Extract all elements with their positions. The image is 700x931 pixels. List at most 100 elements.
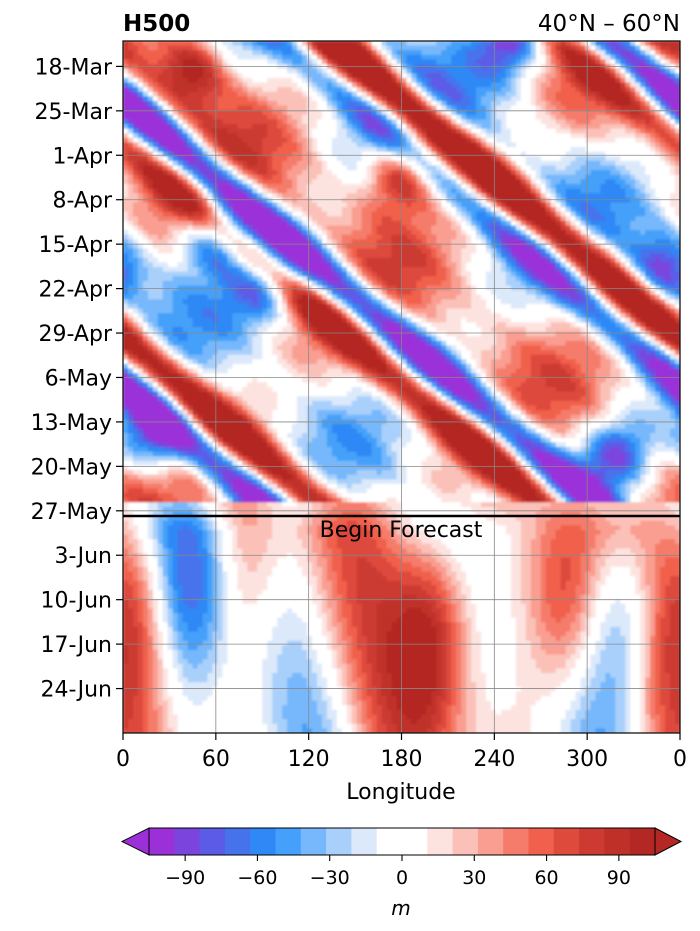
- contour-cell: [451, 216, 457, 222]
- contour-cell: [491, 147, 497, 153]
- contour-cell: [137, 179, 144, 185]
- contour-cell: [361, 87, 368, 93]
- contour-cell: [321, 137, 328, 144]
- contour-cell: [381, 156, 388, 162]
- contour-cell: [565, 41, 572, 47]
- contour-cell: [292, 202, 298, 208]
- contour-cell: [192, 174, 199, 180]
- contour-cell: [381, 100, 388, 107]
- contour-cell: [600, 202, 606, 208]
- contour-cell: [431, 105, 437, 111]
- contour-cell: [421, 41, 427, 47]
- contour-cell: [585, 234, 592, 240]
- contour-cell: [311, 50, 318, 56]
- contour-cell: [366, 230, 373, 236]
- contour-cell: [555, 156, 562, 162]
- contour-cell: [545, 193, 552, 199]
- contour-cell: [535, 50, 542, 56]
- contour-cell: [336, 174, 343, 180]
- contour-cell: [645, 151, 651, 157]
- contour-cell: [217, 124, 224, 130]
- contour-cell: [560, 234, 567, 240]
- contour-cell: [590, 87, 597, 93]
- contour-cell: [555, 165, 562, 171]
- contour-cell: [336, 184, 343, 190]
- contour-cell: [142, 197, 149, 204]
- contour-cell: [456, 179, 462, 185]
- contour-cell: [371, 68, 378, 74]
- contour-cell: [123, 170, 129, 176]
- contour-cell: [555, 188, 562, 194]
- contour-cell: [267, 110, 273, 116]
- contour-cell: [481, 239, 487, 245]
- contour-cell: [635, 165, 641, 171]
- contour-cell: [192, 142, 199, 148]
- contour-cell: [376, 50, 383, 56]
- contour-cell: [302, 188, 308, 194]
- contour-cell: [510, 193, 517, 199]
- contour-cell: [252, 202, 258, 208]
- contour-cell: [227, 114, 234, 121]
- contour-cell: [575, 59, 582, 65]
- contour-cell: [590, 165, 597, 171]
- contour-cell: [476, 188, 482, 194]
- contour-cell: [575, 119, 582, 125]
- contour-cell: [411, 243, 418, 250]
- contour-cell: [466, 160, 472, 167]
- contour-cell: [227, 82, 234, 88]
- contour-cell: [560, 110, 567, 116]
- contour-cell: [486, 174, 492, 180]
- contour-cell: [356, 160, 363, 167]
- contour-cell: [157, 100, 164, 107]
- contour-cell: [565, 124, 572, 130]
- contour-cell: [635, 156, 641, 162]
- contour-cell: [287, 82, 293, 88]
- contour-cell: [381, 45, 388, 51]
- contour-cell: [401, 50, 408, 56]
- contour-cell: [510, 225, 517, 231]
- contour-cell: [252, 41, 258, 47]
- contour-cell: [311, 82, 318, 88]
- contour-cell: [307, 41, 313, 47]
- contour-cell: [585, 188, 592, 194]
- contour-cell: [376, 114, 383, 121]
- contour-cell: [476, 119, 482, 125]
- contour-cell: [495, 160, 502, 167]
- contour-cell: [123, 41, 129, 47]
- contour-cell: [495, 220, 502, 227]
- contour-cell: [376, 110, 383, 116]
- contour-cell: [406, 142, 413, 148]
- contour-cell: [530, 142, 537, 148]
- contour-cell: [247, 179, 253, 185]
- contour-cell: [257, 96, 263, 102]
- contour-cell: [451, 68, 457, 74]
- contour-cell: [500, 105, 507, 111]
- contour-cell: [167, 96, 174, 102]
- contour-cell: [282, 151, 288, 157]
- contour-cell: [277, 68, 283, 74]
- contour-cell: [262, 100, 268, 107]
- contour-cell: [202, 216, 209, 222]
- contour-cell: [316, 239, 323, 245]
- contour-cell: [277, 96, 283, 102]
- contour-cell: [585, 220, 592, 227]
- contour-cell: [545, 202, 552, 208]
- contour-cell: [530, 41, 537, 47]
- contour-cell: [486, 119, 492, 125]
- contour-cell: [590, 133, 597, 139]
- contour-cell: [237, 110, 243, 116]
- contour-cell: [675, 234, 680, 240]
- contour-cell: [486, 128, 492, 134]
- contour-cell: [635, 100, 641, 107]
- contour-cell: [386, 202, 393, 208]
- contour-cell: [232, 165, 238, 171]
- contour-cell: [665, 54, 671, 61]
- contour-cell: [530, 133, 537, 139]
- contour-cell: [351, 193, 358, 199]
- contour-cell: [411, 202, 418, 208]
- contour-cell: [565, 188, 572, 194]
- contour-cell: [530, 170, 537, 176]
- contour-cell: [381, 239, 388, 245]
- contour-cell: [540, 239, 547, 245]
- contour-cell: [381, 188, 388, 194]
